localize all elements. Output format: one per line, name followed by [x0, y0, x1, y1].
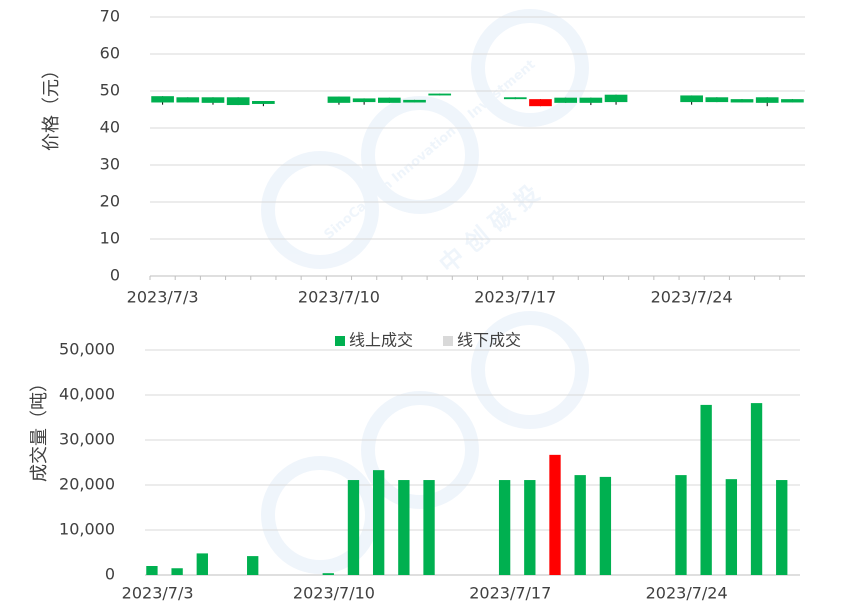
x-tick-label: 2023/7/10	[293, 584, 375, 603]
watermark-ring	[471, 9, 589, 127]
candle-body	[226, 97, 250, 106]
bar	[700, 404, 712, 575]
legend-swatch	[335, 336, 345, 346]
bar	[196, 553, 208, 575]
watermark-ring	[471, 311, 589, 429]
candle-body	[428, 93, 452, 96]
x-tick-label: 2023/7/17	[469, 584, 551, 603]
candle-body	[503, 97, 527, 100]
bar	[725, 479, 738, 575]
watermark-ring	[361, 96, 479, 214]
candle-body	[151, 96, 174, 103]
x-tick-label: 2023/7/17	[474, 288, 556, 307]
y-axis-label: 价格（元）	[41, 61, 62, 151]
legend-swatch	[443, 336, 453, 346]
x-tick-label: 2023/7/24	[646, 584, 728, 603]
x-tick-label: 2023/7/24	[651, 288, 733, 307]
y-tick-label: 30	[100, 155, 120, 174]
bar	[247, 556, 259, 575]
candle-body	[176, 97, 200, 103]
y-tick-label: 40,000	[59, 385, 115, 404]
bar	[675, 475, 687, 575]
y-tick-label: 50,000	[59, 340, 115, 359]
y-axis-label: 成交量（吨）	[29, 374, 50, 482]
candle-body	[327, 96, 351, 103]
bar	[423, 480, 435, 575]
y-tick-label: 50	[100, 81, 120, 100]
x-tick-label: 2023/7/3	[127, 288, 199, 307]
y-tick-label: 20,000	[59, 475, 115, 494]
candle-body	[730, 99, 754, 103]
bar	[398, 480, 410, 575]
y-tick-label: 0	[105, 565, 115, 584]
candle-body	[680, 95, 703, 103]
candle-body	[781, 99, 804, 103]
y-tick-label: 70	[100, 7, 120, 26]
candle-body	[604, 94, 628, 103]
candle-body	[252, 100, 275, 104]
bar	[146, 566, 158, 575]
bar	[524, 480, 536, 575]
bar	[171, 568, 183, 575]
y-tick-label: 20	[100, 192, 120, 211]
candle-body	[403, 99, 426, 103]
x-tick-label: 2023/7/10	[298, 288, 380, 307]
legend-label: 线上成交	[349, 331, 413, 350]
x-tick-label: 2023/7/3	[122, 584, 194, 603]
bar	[599, 476, 612, 575]
bar	[372, 470, 385, 575]
y-tick-label: 30,000	[59, 430, 115, 449]
candle-body	[201, 97, 225, 103]
y-tick-label: 10,000	[59, 520, 115, 539]
candle-body	[529, 99, 552, 107]
candle-body	[705, 97, 729, 103]
candle-body	[579, 97, 603, 103]
candle-body	[352, 98, 376, 103]
bar	[776, 480, 788, 575]
bar	[750, 403, 763, 575]
y-tick-label: 40	[100, 118, 120, 137]
candle-body	[554, 97, 578, 103]
legend-label: 线下成交	[457, 331, 521, 350]
bar	[549, 454, 561, 575]
y-tick-label: 60	[100, 44, 120, 63]
watermark-ring	[261, 151, 379, 269]
bar	[498, 480, 511, 575]
candle-body	[755, 97, 779, 103]
watermark-ring	[261, 456, 379, 574]
bar	[574, 475, 586, 575]
bar	[347, 480, 360, 575]
y-tick-label: 10	[100, 229, 120, 248]
y-tick-label: 0	[110, 266, 120, 285]
bar	[322, 573, 334, 575]
watermark-ring	[361, 391, 479, 509]
candle-body	[377, 97, 401, 103]
